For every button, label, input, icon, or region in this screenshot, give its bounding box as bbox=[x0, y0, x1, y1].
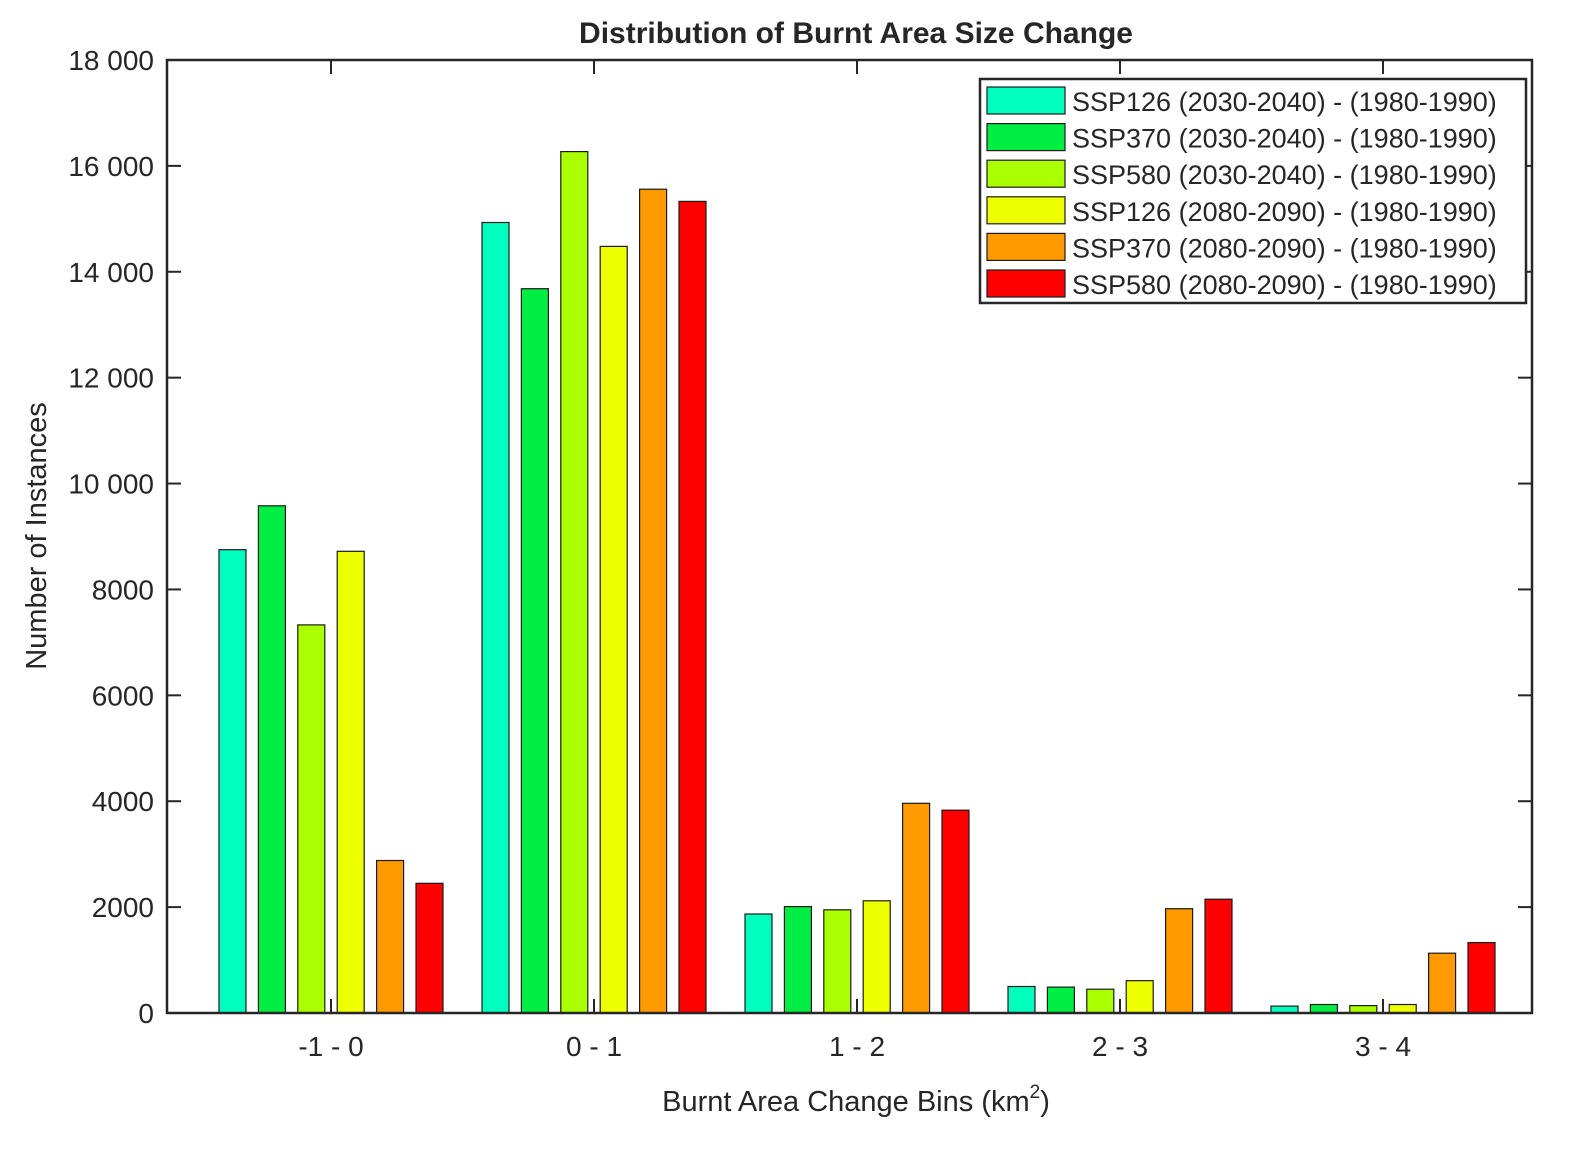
y-tick-label: 8000 bbox=[92, 574, 154, 605]
legend-swatch bbox=[986, 196, 1066, 225]
x-tick-label: 3 - 4 bbox=[1355, 1031, 1411, 1062]
bar-series-5-cat-1 bbox=[376, 859, 405, 1014]
chart-title: Distribution of Burnt Area Size Change bbox=[579, 17, 1133, 50]
bar-series-5-cat-5 bbox=[1427, 952, 1457, 1014]
x-axis-label-superscript: 2 bbox=[1030, 1082, 1041, 1103]
x-tick-label: 2 - 3 bbox=[1092, 1031, 1148, 1062]
bar-series-6-cat-1 bbox=[415, 882, 444, 1014]
bar-series-6-cat-2 bbox=[678, 200, 707, 1014]
legend-swatch bbox=[986, 232, 1066, 261]
y-tick-label: 2000 bbox=[92, 892, 154, 923]
bar-series-4-cat-3 bbox=[862, 900, 891, 1014]
bar-series-1-cat-4 bbox=[1007, 985, 1036, 1014]
bar-series-3-cat-1 bbox=[297, 624, 326, 1014]
x-tick-label: 1 - 2 bbox=[829, 1031, 885, 1062]
legend-label: SSP580 (2080-2090) - (1980-1990) bbox=[1072, 270, 1497, 300]
bar-series-2-cat-3 bbox=[783, 905, 813, 1014]
legend-box bbox=[978, 77, 1528, 305]
axes-box bbox=[165, 58, 1534, 1015]
legend-swatch bbox=[986, 269, 1066, 298]
bar-series-1-cat-2 bbox=[481, 221, 510, 1014]
legend-swatch bbox=[986, 122, 1066, 152]
bar-series-3-cat-2 bbox=[560, 151, 589, 1014]
bar-series-2-cat-1 bbox=[257, 505, 286, 1014]
bar-series-2-cat-2 bbox=[520, 288, 550, 1014]
bar-series-2-cat-4 bbox=[1046, 986, 1076, 1014]
bar-series-4-cat-5 bbox=[1388, 1003, 1417, 1014]
legend-swatch bbox=[986, 159, 1066, 188]
legend-label: SSP370 (2080-2090) - (1980-1990) bbox=[1072, 233, 1497, 263]
y-tick-label: 0 bbox=[138, 998, 154, 1029]
y-tick-label: 16 000 bbox=[68, 151, 154, 182]
y-tick-label: 12 000 bbox=[68, 363, 154, 394]
bar-series-4-cat-4 bbox=[1125, 980, 1154, 1014]
bar-series-3-cat-3 bbox=[823, 909, 852, 1014]
bar-series-1-cat-3 bbox=[744, 913, 773, 1014]
legend-label: SSP126 (2030-2040) - (1980-1990) bbox=[1072, 87, 1497, 117]
legend-label: SSP580 (2030-2040) - (1980-1990) bbox=[1072, 160, 1497, 190]
legend-label: SSP370 (2030-2040) - (1980-1990) bbox=[1072, 124, 1497, 154]
legend: SSP126 (2030-2040) - (1980-1990) SSP370 (… bbox=[978, 77, 1528, 305]
y-tick-label: 14 000 bbox=[68, 257, 154, 288]
y-axis-label: Number of Instances bbox=[21, 402, 53, 670]
legend-label: SSP126 (2080-2090) - (1980-1990) bbox=[1072, 197, 1497, 227]
y-tick-label: 10 000 bbox=[68, 469, 154, 500]
bars-layer bbox=[218, 151, 1496, 1014]
bar-series-6-cat-5 bbox=[1467, 941, 1496, 1014]
bar-series-3-cat-4 bbox=[1086, 988, 1115, 1014]
y-tick-label: 4000 bbox=[92, 786, 154, 817]
x-axis-label-suffix: ) bbox=[1040, 1086, 1050, 1118]
bar-series-6-cat-3 bbox=[941, 809, 970, 1014]
legend-swatch bbox=[986, 86, 1066, 115]
bar-series-6-cat-4 bbox=[1204, 898, 1233, 1014]
bar-series-2-cat-5 bbox=[1309, 1003, 1339, 1014]
bar-series-5-cat-2 bbox=[638, 188, 668, 1014]
bar-series-1-cat-1 bbox=[218, 549, 247, 1014]
bar-series-5-cat-4 bbox=[1164, 908, 1194, 1014]
bar-series-4-cat-1 bbox=[336, 550, 365, 1014]
x-tick-label: -1 - 0 bbox=[298, 1031, 363, 1062]
ticks-layer: 0 2000 4000 6000 8000 10 000 12 000 14 000 16 00… bbox=[68, 45, 1532, 1062]
x-tick-label: 0 - 1 bbox=[566, 1031, 622, 1062]
bar-series-5-cat-3 bbox=[901, 802, 931, 1014]
bar-series-4-cat-2 bbox=[599, 245, 628, 1014]
y-tick-label: 6000 bbox=[92, 680, 154, 711]
x-axis-label-main: Burnt Area Change Bins (km bbox=[662, 1086, 1030, 1118]
x-axis-label: Burnt Area Change Bins (km2) bbox=[662, 1082, 1050, 1118]
y-tick-label: 18 000 bbox=[68, 45, 154, 76]
